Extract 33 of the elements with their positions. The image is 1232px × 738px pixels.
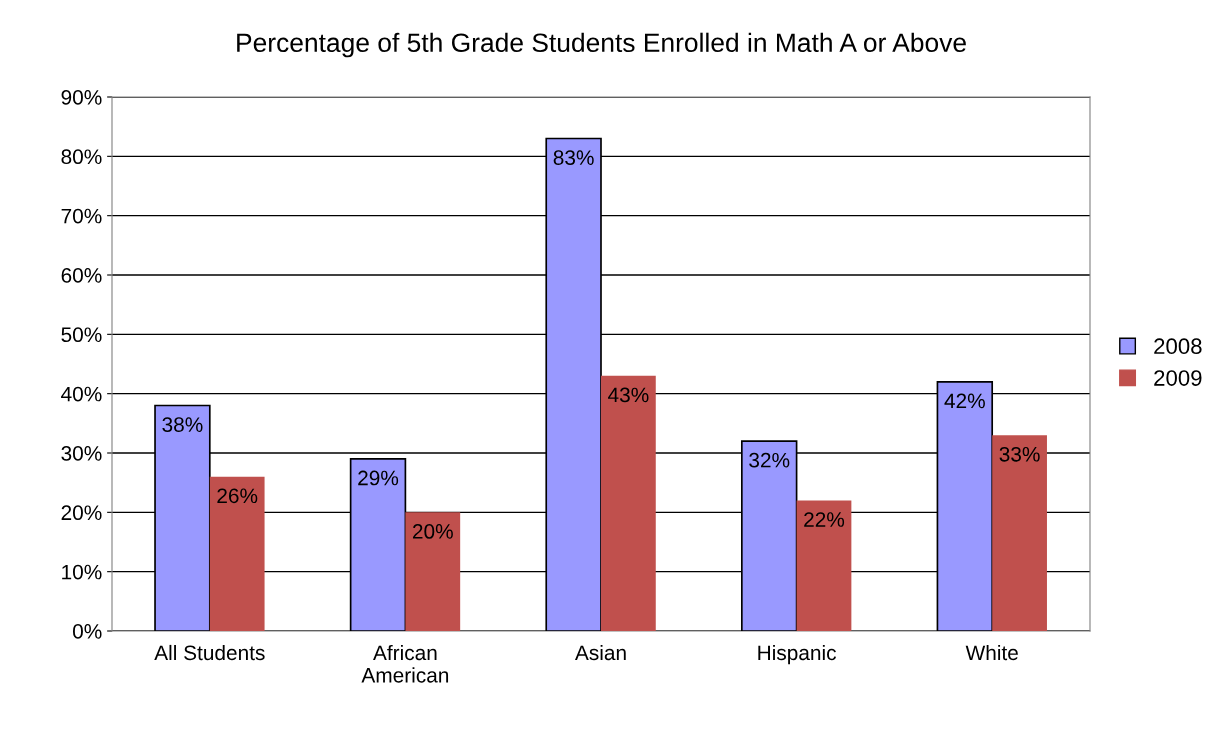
y-tick-label: 30% <box>61 446 102 461</box>
data-label: 26% <box>217 488 258 504</box>
y-tick-label: 60% <box>61 268 102 283</box>
y-tick-label: 70% <box>61 208 102 224</box>
legend-label: 2008 <box>1154 338 1202 355</box>
bar <box>796 500 852 631</box>
legend-label: 2009 <box>1154 370 1202 386</box>
bar <box>601 375 656 631</box>
y-tick-label: 10% <box>62 564 102 580</box>
x-tick-label: African American <box>361 644 449 683</box>
chart-title: Percentage of 5th Grade Students Enrolled in Math A or Above <box>237 32 966 58</box>
y-tick-label: 20% <box>61 505 102 521</box>
data-label: 20% <box>412 524 453 539</box>
x-tick-label: Asian <box>574 644 626 661</box>
bar <box>209 476 265 631</box>
data-label: 43% <box>608 387 649 403</box>
data-label: 42% <box>944 393 985 409</box>
y-tick-label: 40% <box>61 386 102 402</box>
x-tick-label: White <box>965 644 1018 661</box>
data-label: 32% <box>749 452 790 468</box>
data-label: 29% <box>358 470 399 486</box>
x-tick-label: All Students <box>154 644 265 661</box>
y-tick-label: 0% <box>72 624 102 639</box>
data-label: 38% <box>162 417 203 432</box>
y-tick-label: 90% <box>61 90 102 105</box>
data-label: 33% <box>999 446 1040 462</box>
data-label: 83% <box>553 150 594 165</box>
bar <box>992 435 1047 631</box>
y-tick-label: 50% <box>61 327 102 343</box>
x-tick-label: Hispanic <box>758 644 836 665</box>
data-label: 22% <box>804 512 845 527</box>
y-tick-label: 80% <box>61 149 102 165</box>
bar <box>405 512 461 631</box>
